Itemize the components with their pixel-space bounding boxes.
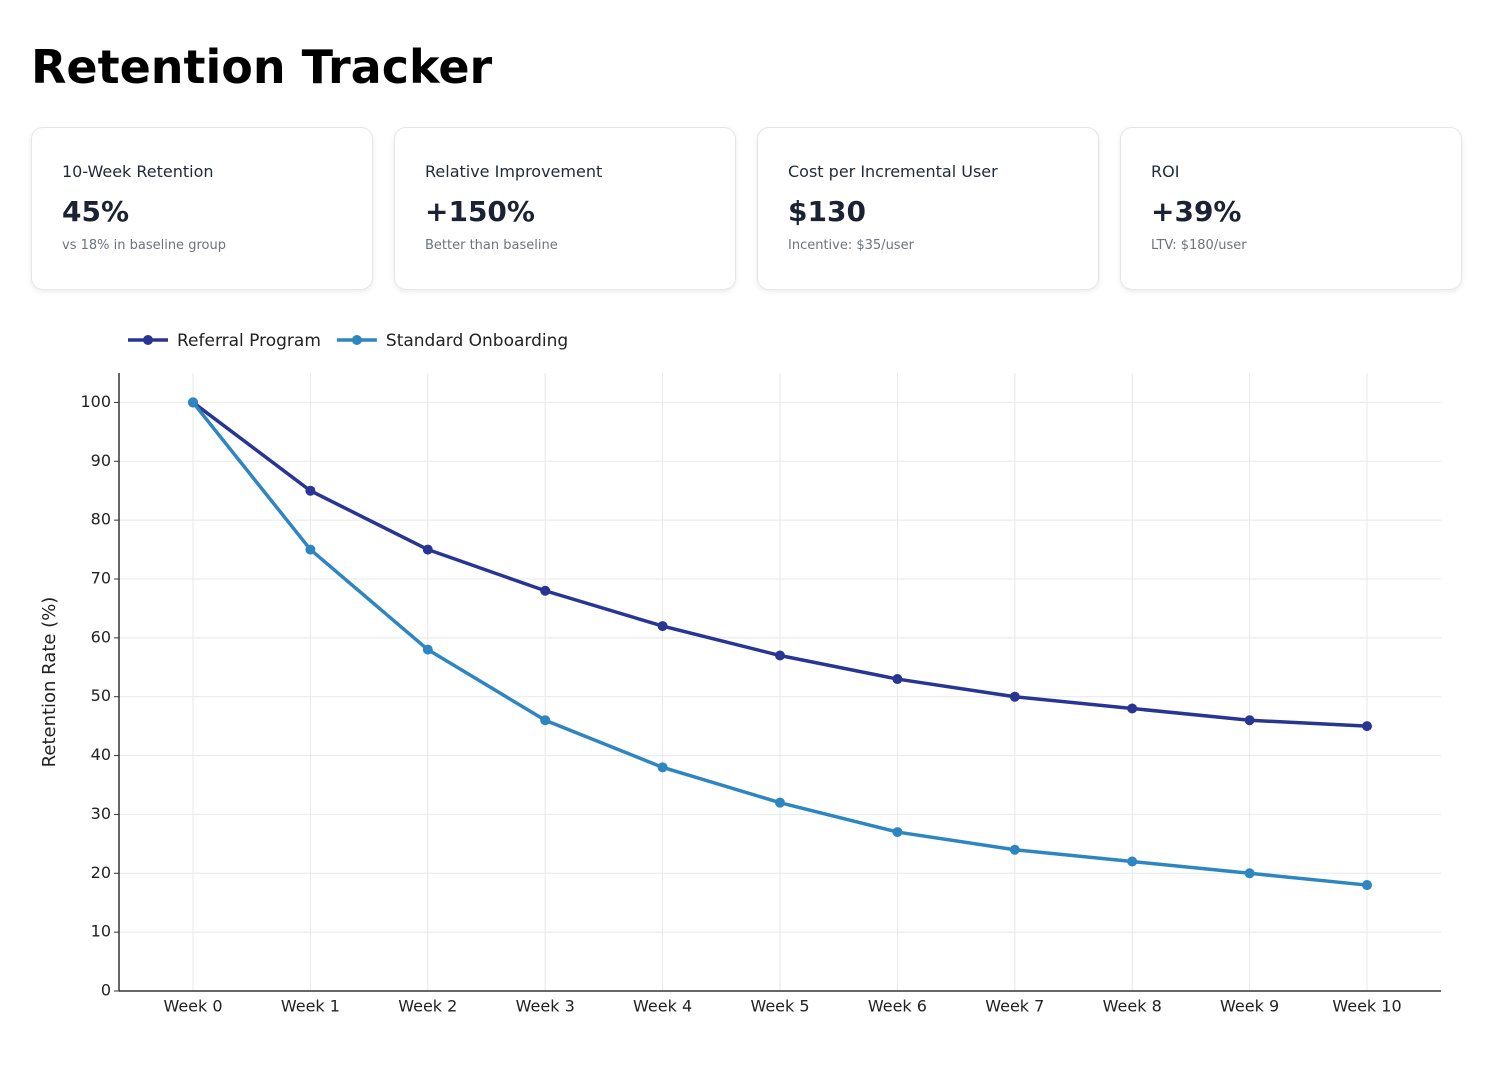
data-point [422, 644, 433, 655]
x-tick-label: Week 3 [516, 997, 575, 1016]
y-tick-label: 30 [91, 804, 111, 823]
kpi-note: Better than baseline [425, 238, 558, 253]
x-tick-label: Week 1 [281, 997, 340, 1016]
data-point [775, 650, 785, 661]
y-tick-label: 40 [91, 745, 111, 764]
data-point [657, 621, 668, 632]
legend-swatch-dot [143, 335, 153, 345]
x-tick-label: Week 6 [868, 997, 927, 1016]
data-point [1362, 721, 1372, 732]
x-tick-label: Week 5 [750, 997, 809, 1016]
y-tick-label: 0 [101, 981, 111, 1000]
y-tick-label: 60 [91, 627, 111, 646]
data-point [892, 674, 903, 685]
kpi-card: ROI +39% LTV: $180/user [1120, 127, 1462, 290]
data-point [540, 715, 551, 726]
x-tick-label: Week 4 [633, 997, 692, 1016]
kpi-label: 10-Week Retention [62, 162, 214, 181]
y-tick-label: 90 [91, 451, 111, 470]
kpi-label: Cost per Incremental User [788, 162, 998, 181]
legend-label: Standard Onboarding [386, 331, 568, 351]
kpi-note: Incentive: $35/user [788, 238, 914, 253]
data-point [1009, 844, 1020, 855]
kpi-value: 45% [62, 195, 130, 228]
y-tick-label: 80 [91, 510, 111, 529]
kpi-note: LTV: $180/user [1151, 238, 1247, 253]
kpi-cards: 10-Week Retention 45% vs 18% in baseline g… [31, 127, 1462, 290]
data-point [1244, 715, 1255, 726]
kpi-card: Relative Improvement +150% Better than bas… [394, 127, 736, 290]
kpi-card: Cost per Incremental User $130 Incentive: … [757, 127, 1099, 290]
y-tick-label: 50 [91, 686, 111, 705]
data-point [1127, 703, 1138, 714]
x-tick-label: Week 0 [163, 997, 222, 1016]
y-tick-label: 70 [91, 569, 111, 588]
data-point [1127, 856, 1138, 867]
data-point [305, 544, 316, 555]
kpi-note: vs 18% in baseline group [62, 238, 226, 253]
x-tick-label: Week 9 [1220, 997, 1279, 1016]
chart: 0 10 20 30 40 50 60 70 80 90 100 Week 0 Week 1 Week 2… [39, 331, 1441, 1016]
x-tick-label: Week 8 [1103, 997, 1162, 1016]
kpi-value: +39% [1151, 195, 1242, 228]
data-point [657, 762, 668, 773]
data-point [892, 827, 903, 838]
kpi-value: +150% [425, 195, 535, 228]
data-point [422, 544, 433, 555]
x-tick-label: Week 10 [1332, 997, 1401, 1016]
kpi-label: ROI [1151, 162, 1180, 181]
x-tick-label: Week 7 [985, 997, 1044, 1016]
kpi-label: Relative Improvement [425, 162, 603, 181]
data-point [188, 397, 198, 408]
data-point [775, 797, 785, 808]
data-point [305, 485, 316, 496]
kpi-card: 10-Week Retention 45% vs 18% in baseline g… [31, 127, 373, 290]
legend-label: Referral Program [177, 331, 321, 351]
legend-swatch-dot [351, 335, 362, 345]
data-point [1244, 868, 1255, 879]
y-axis-label: Retention Rate (%) [39, 597, 60, 768]
kpi-value: $130 [788, 195, 866, 228]
x-tick-label: Week 2 [398, 997, 457, 1016]
page-title: Retention Tracker [31, 40, 493, 94]
y-tick-label: 10 [91, 922, 111, 941]
data-point [540, 585, 551, 596]
y-tick-label: 100 [80, 392, 111, 411]
y-tick-label: 20 [91, 863, 111, 882]
data-point [1362, 880, 1372, 891]
data-point [1009, 691, 1020, 702]
